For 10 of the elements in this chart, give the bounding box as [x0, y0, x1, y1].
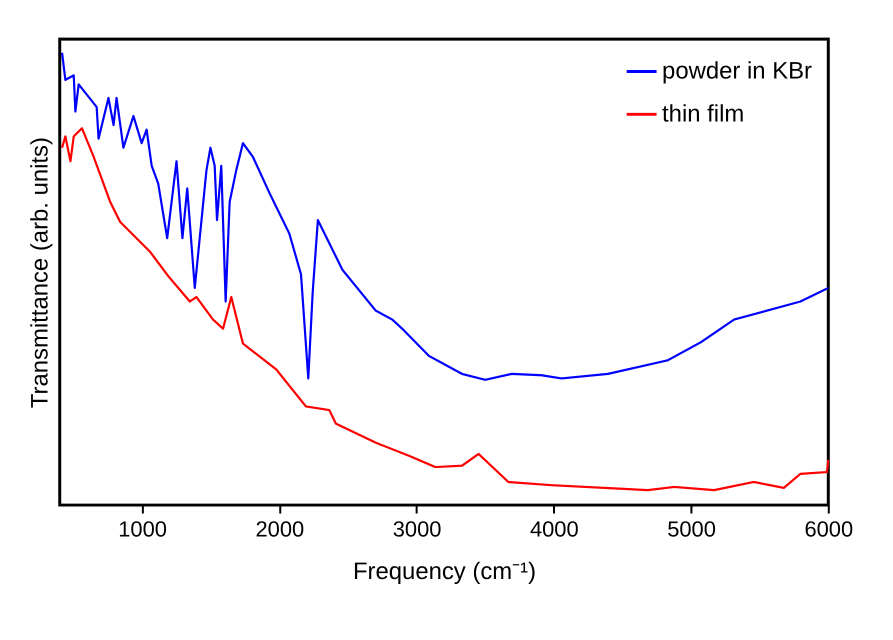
x-tick-label: 1000 — [118, 516, 167, 542]
x-tick-label: 4000 — [530, 516, 579, 542]
x-tick-label: 2000 — [255, 516, 304, 542]
legend-label: powder in KBr — [662, 57, 812, 84]
x-tick-label: 5000 — [667, 516, 716, 542]
y-axis-title: Transmittance (arb. units) — [26, 137, 54, 408]
x-tick-label: 3000 — [392, 516, 442, 542]
x-tick-label: 6000 — [804, 516, 854, 542]
legend-label: thin film — [662, 100, 744, 128]
x-axis-title: Frequency (cm⁻¹) — [352, 558, 536, 586]
